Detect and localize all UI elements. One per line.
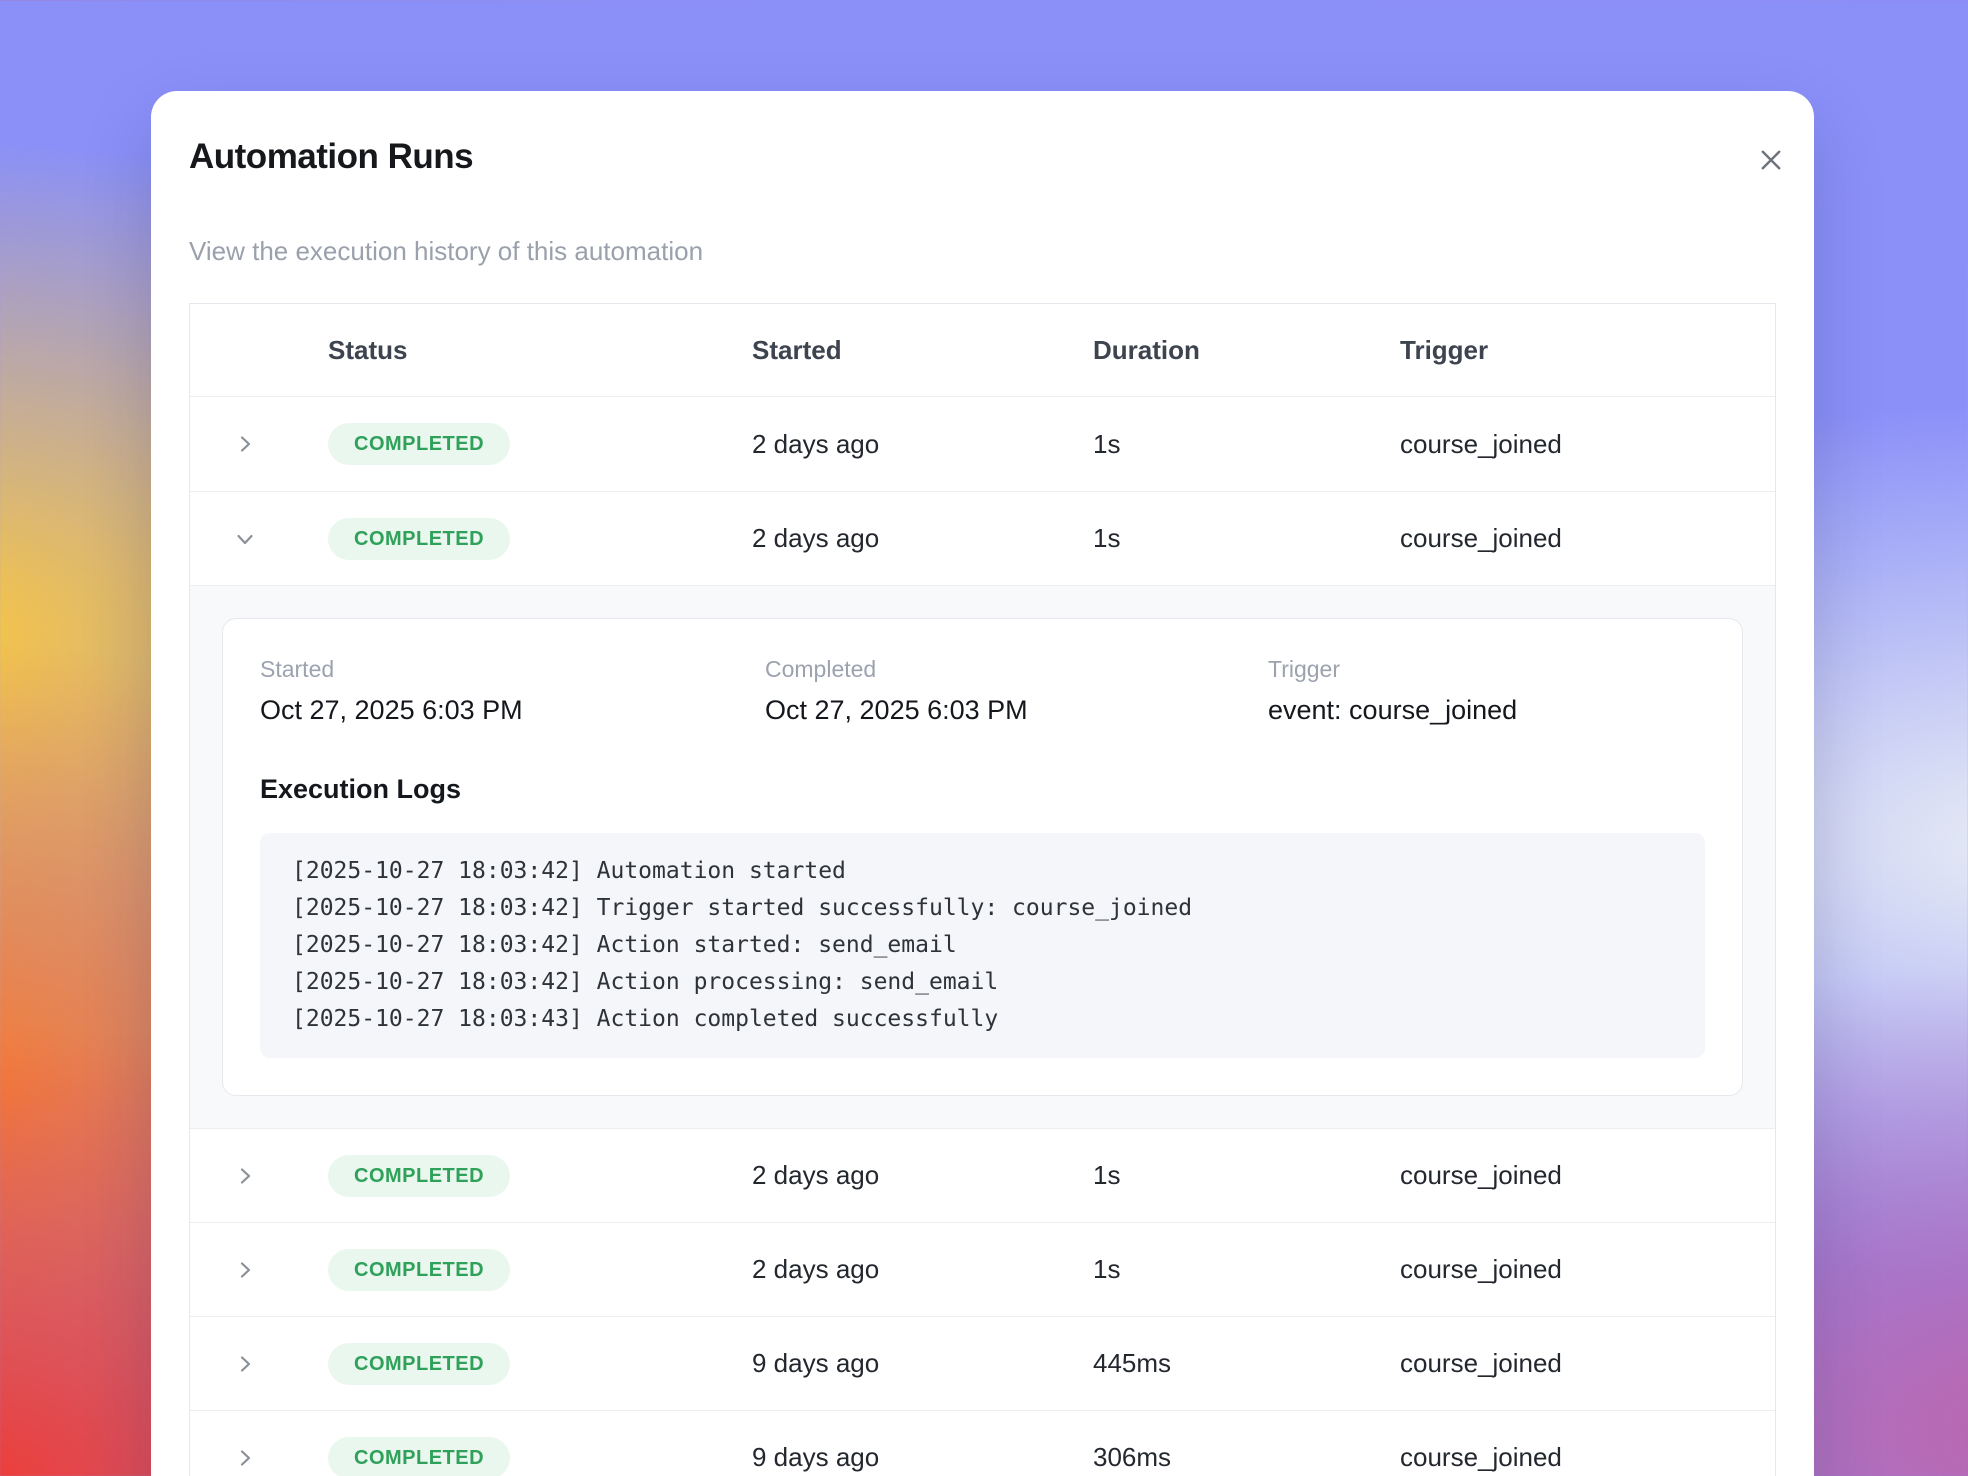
meta-started: Started Oct 27, 2025 6:03 PM [260, 656, 765, 726]
run-trigger-cell: course_joined [1400, 523, 1562, 553]
status-badge: COMPLETED [328, 1436, 511, 1476]
expand-toggle[interactable] [190, 1129, 328, 1222]
run-status-cell: COMPLETED [328, 1248, 752, 1291]
column-header-duration: Duration [1093, 334, 1200, 365]
run-started-cell: 9 days ago [752, 1348, 880, 1378]
expand-toggle[interactable] [190, 1223, 328, 1316]
run-duration-cell: 1s [1093, 1254, 1121, 1284]
log-line: [2025-10-27 18:03:42] Action started: se… [292, 932, 957, 958]
run-started-cell: 2 days ago [752, 523, 880, 553]
chevron-down-icon [233, 527, 257, 551]
run-row[interactable]: COMPLETED 2 days ago 1s course_joined [190, 491, 1775, 585]
run-row[interactable]: COMPLETED 9 days ago 306ms course_joined [190, 1410, 1775, 1476]
column-header-started: Started [752, 334, 842, 365]
run-status-cell: COMPLETED [328, 1342, 752, 1385]
log-line: [2025-10-27 18:03:42] Action processing:… [292, 969, 999, 995]
run-status-cell: COMPLETED [328, 1154, 752, 1197]
run-status-cell: COMPLETED [328, 517, 752, 560]
expand-toggle[interactable] [190, 1411, 328, 1476]
trigger-label: Trigger [1268, 656, 1340, 682]
close-icon [1754, 143, 1788, 177]
log-line: [2025-10-27 18:03:43] Action completed s… [292, 1006, 999, 1032]
run-started-cell: 9 days ago [752, 1442, 880, 1472]
run-duration-cell: 306ms [1093, 1442, 1172, 1472]
run-duration-cell: 1s [1093, 1160, 1121, 1190]
execution-logs-title: Execution Logs [260, 774, 462, 804]
run-duration-cell: 1s [1093, 523, 1121, 553]
status-badge: COMPLETED [328, 517, 511, 560]
run-row[interactable]: COMPLETED 2 days ago 1s course_joined [190, 1222, 1775, 1316]
run-trigger-cell: course_joined [1400, 428, 1562, 459]
run-trigger-cell: course_joined [1400, 1254, 1562, 1284]
table-header-row: Status Started Duration Trigger [190, 304, 1775, 397]
expand-toggle[interactable] [190, 397, 328, 491]
chevron-right-icon [233, 1352, 257, 1376]
close-button[interactable] [1752, 141, 1790, 179]
chevron-right-icon [233, 432, 257, 456]
completed-value: Oct 27, 2025 6:03 PM [765, 695, 1028, 725]
run-duration-cell: 445ms [1093, 1348, 1172, 1378]
log-line: [2025-10-27 18:03:42] Automation started [292, 858, 846, 884]
runs-table: Status Started Duration Trigger COMPLETE… [189, 303, 1776, 1476]
status-badge: COMPLETED [328, 1342, 511, 1385]
run-trigger-cell: course_joined [1400, 1348, 1562, 1378]
run-started-cell: 2 days ago [752, 1254, 880, 1284]
column-header-trigger: Trigger [1400, 334, 1489, 365]
status-badge: COMPLETED [328, 423, 511, 465]
chevron-right-icon [233, 1164, 257, 1188]
meta-completed: Completed Oct 27, 2025 6:03 PM [765, 656, 1268, 726]
started-label: Started [260, 656, 335, 682]
expand-toggle[interactable] [190, 1317, 328, 1410]
chevron-right-icon [233, 1446, 257, 1470]
run-details-section: Started Oct 27, 2025 6:03 PM Completed O… [190, 585, 1775, 1128]
started-value: Oct 27, 2025 6:03 PM [260, 695, 523, 725]
run-duration-cell: 1s [1093, 428, 1121, 459]
column-header-status: Status [328, 334, 408, 365]
run-status-cell: COMPLETED [328, 423, 752, 465]
trigger-value: event: course_joined [1268, 695, 1518, 725]
run-row[interactable]: COMPLETED 9 days ago 445ms course_joined [190, 1316, 1775, 1410]
automation-runs-modal: Automation Runs View the execution histo… [151, 91, 1814, 1476]
runs-table-body: COMPLETED 2 days ago 1s course_joined CO… [190, 397, 1775, 1476]
run-status-cell: COMPLETED [328, 1436, 752, 1476]
chevron-right-icon [233, 1258, 257, 1282]
run-meta: Started Oct 27, 2025 6:03 PM Completed O… [260, 656, 1705, 726]
run-trigger-cell: course_joined [1400, 1442, 1562, 1472]
run-started-cell: 2 days ago [752, 1160, 880, 1190]
log-line: [2025-10-27 18:03:42] Trigger started su… [292, 895, 1193, 921]
run-started-cell: 2 days ago [752, 428, 880, 459]
meta-trigger: Trigger event: course_joined [1268, 656, 1705, 726]
run-details-card: Started Oct 27, 2025 6:03 PM Completed O… [222, 618, 1743, 1096]
execution-log-box: [2025-10-27 18:03:42] Automation started… [260, 833, 1705, 1058]
page-title: Automation Runs [189, 137, 474, 176]
completed-label: Completed [765, 656, 877, 682]
run-trigger-cell: course_joined [1400, 1160, 1562, 1190]
modal-subtitle: View the execution history of this autom… [189, 236, 704, 266]
status-badge: COMPLETED [328, 1248, 511, 1291]
status-badge: COMPLETED [328, 1154, 511, 1197]
expand-toggle[interactable] [190, 492, 328, 585]
run-row[interactable]: COMPLETED 2 days ago 1s course_joined [190, 1128, 1775, 1222]
run-row[interactable]: COMPLETED 2 days ago 1s course_joined [190, 397, 1775, 491]
